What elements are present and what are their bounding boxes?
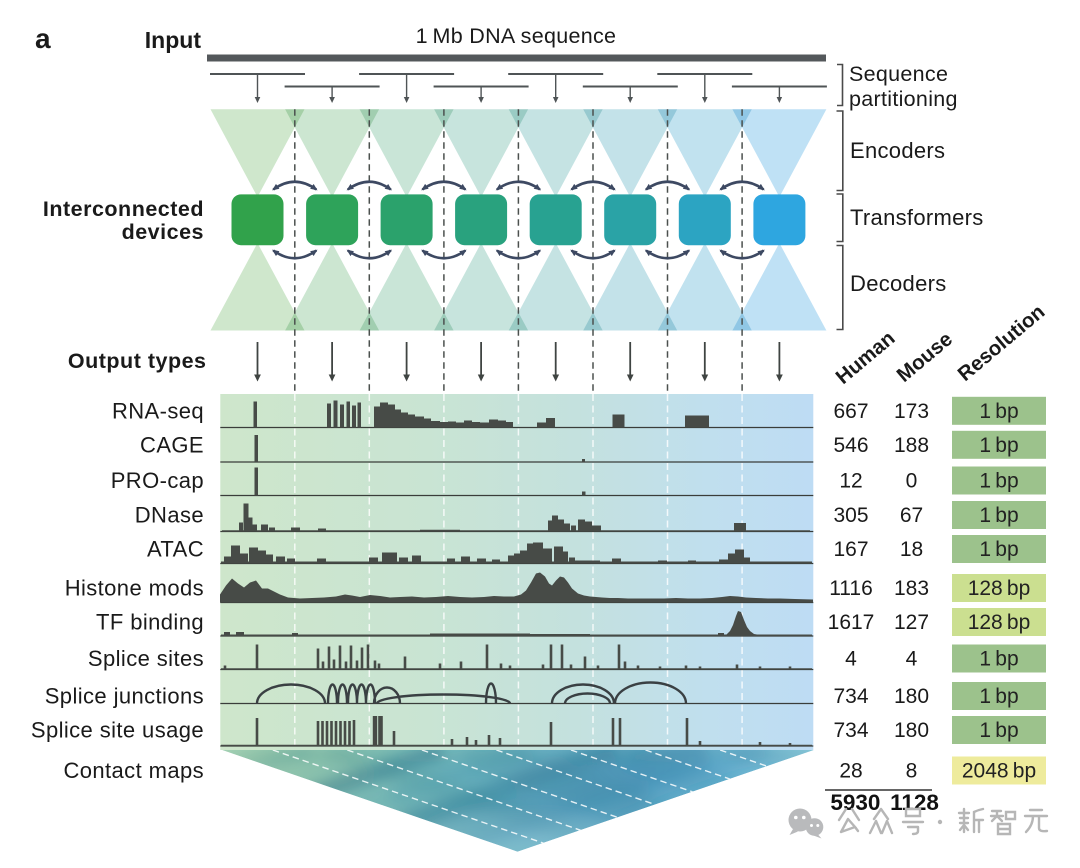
svg-text:RNA-seq: RNA-seq xyxy=(112,398,204,423)
svg-text:1 bp: 1 bp xyxy=(979,434,1018,457)
svg-text:180: 180 xyxy=(894,685,929,708)
svg-text:DNase: DNase xyxy=(135,503,204,528)
svg-text:1116: 1116 xyxy=(829,577,873,600)
svg-text:1 bp: 1 bp xyxy=(979,685,1018,708)
svg-text:1 Mb DNA sequence: 1 Mb DNA sequence xyxy=(416,24,617,48)
svg-text:partitioning: partitioning xyxy=(849,87,958,111)
svg-text:Sequence: Sequence xyxy=(849,62,948,86)
svg-text:4: 4 xyxy=(906,648,918,671)
svg-text:Contact maps: Contact maps xyxy=(63,758,204,783)
svg-text:Interconnected: Interconnected xyxy=(43,197,204,221)
svg-text:734: 734 xyxy=(833,719,868,742)
svg-text:ATAC: ATAC xyxy=(147,537,204,562)
svg-text:8: 8 xyxy=(906,760,918,783)
svg-text:2048 bp: 2048 bp xyxy=(962,760,1036,783)
svg-text:Output types: Output types xyxy=(68,349,207,373)
svg-text:173: 173 xyxy=(894,400,929,423)
svg-text:1 bp: 1 bp xyxy=(979,538,1018,561)
svg-text:TF binding: TF binding xyxy=(96,610,204,635)
svg-text:18: 18 xyxy=(900,538,923,561)
svg-text:28: 28 xyxy=(839,760,862,783)
svg-text:5930: 5930 xyxy=(830,790,880,815)
svg-text:1 bp: 1 bp xyxy=(979,470,1018,493)
svg-text:Splice junctions: Splice junctions xyxy=(45,684,204,709)
svg-text:1128: 1128 xyxy=(890,790,939,815)
svg-text:Splice site usage: Splice site usage xyxy=(31,718,204,743)
svg-text:305: 305 xyxy=(833,504,868,527)
svg-text:667: 667 xyxy=(833,400,868,423)
svg-text:1 bp: 1 bp xyxy=(979,504,1018,527)
svg-text:734: 734 xyxy=(833,685,868,708)
svg-text:1 bp: 1 bp xyxy=(979,400,1018,423)
svg-text:1617: 1617 xyxy=(828,611,875,634)
svg-text:PRO-cap: PRO-cap xyxy=(111,468,204,493)
svg-text:Transformers: Transformers xyxy=(850,205,984,230)
svg-text:127: 127 xyxy=(894,611,929,634)
svg-text:546: 546 xyxy=(833,434,868,457)
svg-text:1 bp: 1 bp xyxy=(979,719,1018,742)
svg-text:180: 180 xyxy=(894,719,929,742)
svg-text:0: 0 xyxy=(906,470,918,493)
svg-text:CAGE: CAGE xyxy=(140,432,204,457)
svg-text:128 bp: 128 bp xyxy=(968,611,1031,634)
svg-text:Splice sites: Splice sites xyxy=(88,646,204,671)
svg-text:4: 4 xyxy=(845,648,857,671)
svg-text:128 bp: 128 bp xyxy=(968,577,1031,600)
svg-text:a: a xyxy=(35,23,51,54)
svg-text:167: 167 xyxy=(833,538,868,561)
svg-text:188: 188 xyxy=(894,434,929,457)
svg-text:devices: devices xyxy=(122,220,204,244)
svg-text:183: 183 xyxy=(894,577,929,600)
svg-text:Histone mods: Histone mods xyxy=(65,576,204,601)
svg-text:67: 67 xyxy=(900,504,923,527)
svg-text:Decoders: Decoders xyxy=(850,271,947,296)
svg-text:Encoders: Encoders xyxy=(850,138,945,163)
svg-text:Input: Input xyxy=(145,27,202,53)
svg-text:1 bp: 1 bp xyxy=(979,648,1018,671)
svg-text:12: 12 xyxy=(839,470,862,493)
